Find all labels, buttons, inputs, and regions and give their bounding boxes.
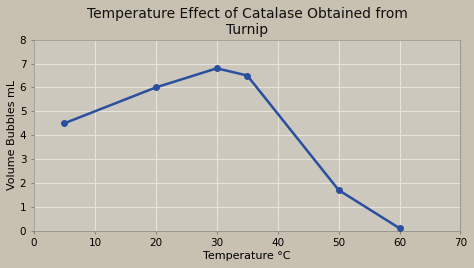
Title: Temperature Effect of Catalase Obtained from
Turnip: Temperature Effect of Catalase Obtained … <box>87 7 408 37</box>
X-axis label: Temperature °C: Temperature °C <box>203 251 291 261</box>
Y-axis label: Volume Bubbles mL: Volume Bubbles mL <box>7 80 17 190</box>
